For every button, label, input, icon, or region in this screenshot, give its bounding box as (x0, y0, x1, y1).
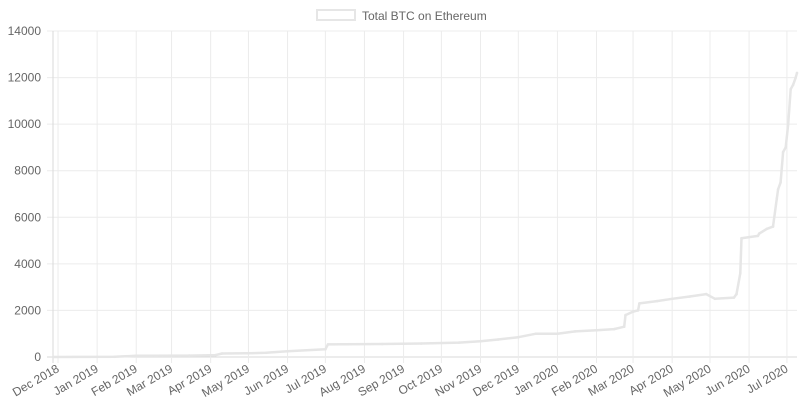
y-tick-label: 14000 (8, 24, 42, 38)
data-point (622, 325, 626, 329)
data-point (775, 197, 779, 200)
data-point (496, 338, 500, 341)
y-tick-label: 4000 (14, 257, 41, 271)
y-tick-label: 2000 (14, 303, 41, 317)
data-point (556, 332, 559, 336)
data-point (638, 302, 641, 305)
data-point (624, 313, 627, 317)
data-point (784, 146, 787, 149)
legend[interactable]: Total BTC on Ethereum (316, 9, 487, 23)
data-point (740, 236, 743, 240)
y-tick-label: 0 (34, 350, 41, 364)
data-point (776, 188, 780, 191)
data-point (771, 225, 775, 228)
series-points (51, 71, 799, 359)
data-point (732, 296, 736, 299)
data-point (51, 355, 55, 359)
data-point (688, 295, 692, 298)
data-point (573, 330, 577, 333)
data-point (264, 351, 268, 355)
y-tick-label: 10000 (8, 117, 42, 131)
legend-swatch (316, 9, 356, 21)
data-point (655, 299, 659, 303)
data-point (419, 342, 423, 345)
x-tick-label: Jul 2020 (744, 361, 791, 396)
data-point (739, 271, 742, 275)
data-point (479, 339, 482, 343)
data-point (134, 354, 138, 358)
data-point (636, 309, 640, 312)
data-point (735, 292, 738, 296)
data-point (713, 297, 717, 301)
data-point (457, 341, 461, 344)
data-point (534, 332, 538, 336)
data-point (326, 343, 330, 346)
grid (47, 30, 797, 363)
data-point (220, 352, 224, 355)
y-tick-label: 12000 (8, 71, 42, 85)
data-point (631, 310, 635, 313)
data-point (187, 354, 191, 357)
data-point (756, 234, 760, 238)
x-tick-label: Jun 2019 (241, 361, 291, 398)
data-point (670, 297, 674, 301)
data-point (786, 122, 790, 126)
legend-label: Total BTC on Ethereum (362, 9, 487, 23)
data-point (324, 348, 327, 351)
data-point (595, 328, 598, 332)
y-tick-label: 6000 (14, 210, 41, 224)
data-point (765, 227, 768, 231)
data-point (612, 327, 616, 331)
data-point (245, 352, 249, 355)
x-tick-label: Jun 2020 (703, 361, 753, 398)
series-line (52, 72, 799, 359)
y-axis: 0 2000 4000 6000 8000 10000 12000 14000 (8, 24, 42, 364)
data-point (781, 150, 785, 154)
data-point (214, 353, 217, 357)
data-point (517, 335, 520, 339)
data-point (795, 71, 799, 75)
data-point (113, 355, 117, 359)
data-point (286, 349, 289, 353)
data-point (791, 83, 795, 86)
data-point (757, 232, 761, 235)
data-point (380, 342, 384, 346)
data-point (794, 76, 797, 79)
data-point (789, 87, 792, 91)
data-point (704, 292, 708, 296)
data-point (779, 181, 782, 184)
y-tick-label: 8000 (14, 164, 41, 178)
